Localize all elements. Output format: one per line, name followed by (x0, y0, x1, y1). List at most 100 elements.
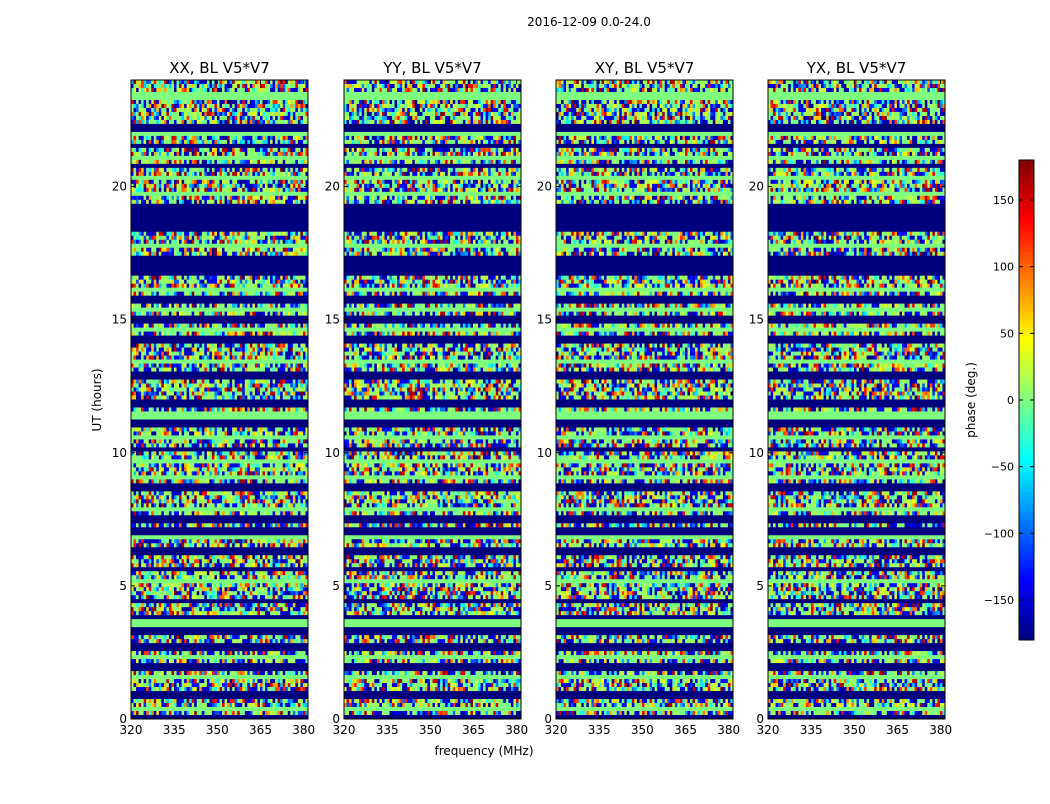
colorbar-segment (1019, 408, 1034, 413)
y-tick-label: 20 (749, 180, 764, 194)
x-tick-label: 335 (163, 723, 186, 737)
y-tick-label: 5 (544, 579, 552, 593)
colorbar-segment (1019, 612, 1034, 617)
colorbar-segment (1019, 404, 1034, 409)
colorbar-tick-label: 150 (993, 194, 1014, 207)
colorbar-segment (1019, 440, 1034, 445)
colorbar-segment (1019, 444, 1034, 449)
colorbar-segment (1019, 180, 1034, 185)
x-tick-label: 335 (376, 723, 399, 737)
y-tick-label: 0 (332, 712, 340, 726)
x-tick-label: 350 (206, 723, 229, 737)
colorbar-segment (1019, 428, 1034, 433)
colorbar-segment (1019, 420, 1034, 425)
colorbar-segment (1019, 604, 1034, 609)
panel-title: XY, BL V5*V7 (595, 59, 695, 77)
colorbar-segment (1019, 268, 1034, 273)
colorbar-segment (1019, 544, 1034, 549)
colorbar-segment (1019, 508, 1034, 513)
colorbar-segment (1019, 216, 1034, 221)
colorbar-segment (1019, 292, 1034, 297)
colorbar-segment (1019, 532, 1034, 537)
colorbar-segment (1019, 288, 1034, 293)
colorbar-segment (1019, 328, 1034, 333)
colorbar-segment (1019, 516, 1034, 521)
x-tick-label: 365 (462, 723, 485, 737)
colorbar-segment (1019, 200, 1034, 205)
colorbar-segment (1019, 256, 1034, 261)
colorbar-segment (1019, 540, 1034, 545)
colorbar-segment (1019, 300, 1034, 305)
colorbar-segment (1019, 228, 1034, 233)
colorbar-label: phase (deg.) (964, 362, 978, 438)
colorbar-segment (1019, 172, 1034, 177)
heatmap-image (131, 80, 309, 720)
colorbar-segment (1019, 584, 1034, 589)
y-tick-label: 15 (749, 313, 764, 327)
x-tick-label: 365 (674, 723, 697, 737)
y-tick-label: 5 (332, 579, 340, 593)
colorbar-segment (1019, 572, 1034, 577)
colorbar-segment (1019, 296, 1034, 301)
colorbar-segment (1019, 204, 1034, 209)
colorbar-segment (1019, 500, 1034, 505)
x-tick-label: 380 (292, 723, 315, 737)
y-tick-label: 20 (537, 180, 552, 194)
y-tick-label: 5 (119, 579, 127, 593)
colorbar-tick-label: 100 (993, 261, 1014, 274)
colorbar-segment (1019, 392, 1034, 397)
x-tick-label: 335 (800, 723, 823, 737)
colorbar-segment (1019, 412, 1034, 417)
colorbar-segment (1019, 628, 1034, 633)
panel-title: YX, BL V5*V7 (806, 59, 907, 77)
colorbar-segment (1019, 164, 1034, 169)
colorbar-segment (1019, 592, 1034, 597)
colorbar-segment (1019, 304, 1034, 309)
figure-title: 2016-12-09 0.0-24.0 (527, 15, 651, 29)
colorbar-segment (1019, 548, 1034, 553)
y-tick-label: 15 (537, 313, 552, 327)
colorbar-segment (1019, 496, 1034, 501)
y-tick-label: 5 (756, 579, 764, 593)
colorbar-segment (1019, 576, 1034, 581)
colorbar-segment (1019, 432, 1034, 437)
colorbar-segment (1019, 232, 1034, 237)
x-axis-label: frequency (MHz) (434, 744, 533, 758)
colorbar-segment (1019, 236, 1034, 241)
colorbar-segment (1019, 552, 1034, 557)
colorbar-segment (1019, 340, 1034, 345)
colorbar-segment (1019, 240, 1034, 245)
colorbar-segment (1019, 352, 1034, 357)
colorbar-segment (1019, 184, 1034, 189)
colorbar-segment (1019, 284, 1034, 289)
colorbar-segment (1019, 320, 1034, 325)
colorbar-segment (1019, 316, 1034, 321)
colorbar-segment (1019, 492, 1034, 497)
colorbar-segment (1019, 332, 1034, 337)
panel-title: YY, BL V5*V7 (382, 59, 481, 77)
colorbar-segment (1019, 308, 1034, 313)
colorbar-tick-label: 50 (1000, 327, 1014, 340)
colorbar-segment (1019, 248, 1034, 253)
colorbar-segment (1019, 424, 1034, 429)
colorbar-segment (1019, 372, 1034, 377)
colorbar-segment (1019, 224, 1034, 229)
colorbar-segment (1019, 632, 1034, 637)
colorbar-segment (1019, 580, 1034, 585)
colorbar-segment (1019, 312, 1034, 317)
colorbar-segment (1019, 368, 1034, 373)
y-tick-label: 10 (112, 446, 127, 460)
y-tick-label: 0 (119, 712, 127, 726)
colorbar-segment (1019, 536, 1034, 541)
colorbar-segment (1019, 520, 1034, 525)
colorbar-tick-label: 0 (1007, 394, 1014, 407)
colorbar-segment (1019, 564, 1034, 569)
colorbar-segment (1019, 168, 1034, 173)
y-tick-label: 10 (749, 446, 764, 460)
colorbar-segment (1019, 160, 1034, 165)
